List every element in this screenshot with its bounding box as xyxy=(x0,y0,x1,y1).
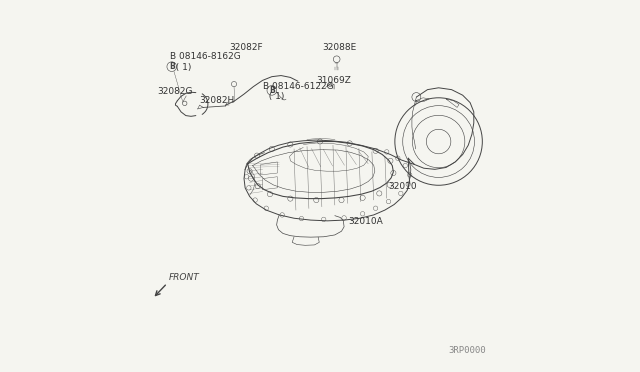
Text: 32088E: 32088E xyxy=(322,42,356,51)
Text: 32082F: 32082F xyxy=(229,42,263,51)
Text: B 08146-8162G
  ( 1): B 08146-8162G ( 1) xyxy=(170,52,241,71)
Text: 32010: 32010 xyxy=(388,182,417,190)
Text: 32082G: 32082G xyxy=(157,87,193,96)
Text: 3RP0000: 3RP0000 xyxy=(448,346,486,355)
Text: 31069Z: 31069Z xyxy=(316,76,351,85)
Text: B 08146-6122G
  ( 1): B 08146-6122G ( 1) xyxy=(262,82,333,101)
Text: FRONT: FRONT xyxy=(169,273,200,282)
Text: 32082H: 32082H xyxy=(200,96,235,105)
Text: B: B xyxy=(169,62,175,71)
Text: 32010A: 32010A xyxy=(348,217,383,226)
Text: B: B xyxy=(269,86,275,95)
